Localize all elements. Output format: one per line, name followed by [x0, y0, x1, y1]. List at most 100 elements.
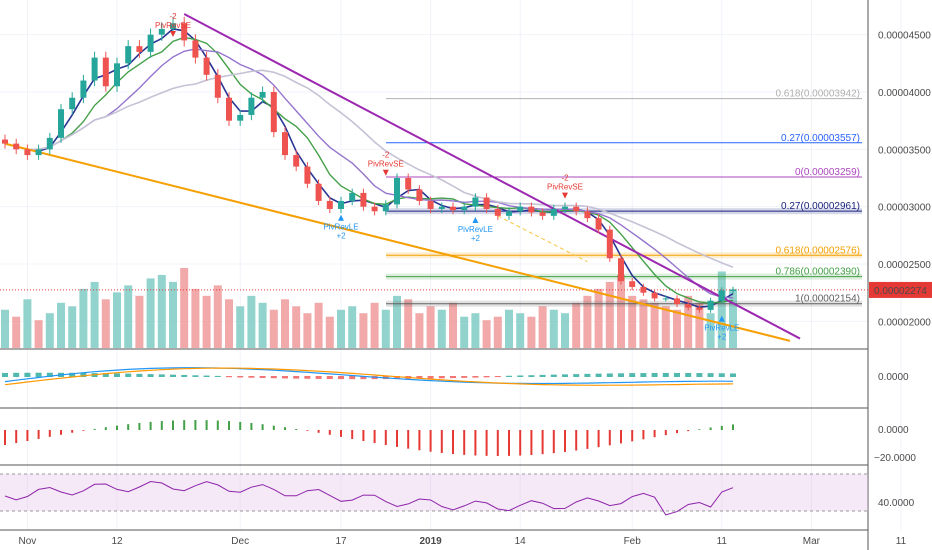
fib-level-label: 0.618(0.00003942) — [775, 89, 860, 100]
candle-body — [136, 46, 143, 52]
candle-body — [651, 292, 658, 299]
volume-bar — [258, 302, 267, 348]
volume-bar — [695, 302, 704, 348]
candle-body — [114, 63, 120, 87]
candle-body — [472, 197, 479, 207]
candle-body — [349, 192, 356, 201]
volume-bar — [583, 295, 592, 348]
time-tick-label: 11 — [896, 536, 907, 547]
macd-hist-bar — [46, 372, 53, 377]
macd-hist-bar — [483, 376, 490, 378]
volume-bar — [236, 306, 245, 348]
volume-bar — [101, 299, 110, 348]
candle-body — [181, 23, 188, 41]
time-tick-label: 17 — [335, 536, 347, 547]
volume-bar — [213, 285, 222, 348]
volume-bar — [57, 302, 65, 348]
moving-average-line — [4, 48, 734, 299]
time-tick-label: Feb — [624, 536, 642, 547]
macd-hist-bar — [472, 376, 479, 378]
macd-hist-bar — [674, 372, 680, 377]
macd-hist-bar — [293, 376, 300, 379]
volume-bars — [1, 268, 737, 348]
signal-sub-label: -2 — [382, 151, 390, 160]
volume-bar — [650, 302, 659, 348]
volume-bar — [292, 306, 301, 348]
candle-body — [125, 46, 132, 64]
candle-body — [237, 114, 244, 121]
macd-hist-bar — [136, 373, 143, 377]
macd-hist-bar — [158, 374, 165, 377]
volume-bar — [191, 288, 200, 348]
trend-lines[interactable] — [4, 13, 801, 342]
candle-body — [707, 300, 714, 310]
signal-line — [4, 367, 734, 386]
candle-body — [494, 208, 501, 216]
volume-bar — [247, 295, 256, 348]
candle-body — [461, 206, 468, 211]
candle-body — [718, 290, 725, 301]
fib-level-label: 0.786(0.00002390) — [775, 267, 860, 278]
fib-level-label: 0.27(0.00002961) — [781, 201, 860, 212]
macd-hist-bar — [394, 376, 400, 379]
signal-sub-label: +2 — [717, 333, 727, 342]
macd-hist-bar — [606, 373, 613, 377]
macd-hist-bar — [315, 376, 322, 379]
time-tick-label: 12 — [111, 536, 123, 547]
macd-hist-bar — [517, 375, 524, 377]
candle-body — [629, 281, 636, 287]
macd-hist-bar — [282, 376, 288, 379]
macd-hist-bar — [584, 373, 591, 377]
volume-bar — [12, 316, 21, 348]
signal-label: PivRevLE — [704, 324, 739, 333]
volume-bar — [717, 271, 726, 348]
macd-hist-bar — [651, 372, 658, 377]
rsi-line — [4, 480, 734, 516]
macd-hist-bar — [707, 373, 714, 377]
macd-hist-bar — [226, 376, 232, 378]
volume-bar — [202, 295, 211, 348]
fib-retracement[interactable]: 0.618(0.00003942) 0.27(0.00003557) 0(0.000… — [0, 89, 868, 307]
macd-hist-bar — [170, 374, 176, 377]
fib-level-label: 1(0.00002154) — [795, 294, 860, 305]
candle-body — [674, 298, 680, 305]
candle-body — [13, 143, 20, 150]
volume-bar — [516, 313, 525, 348]
volume-bar — [146, 278, 155, 348]
candle-body — [58, 109, 64, 138]
candle-body — [304, 166, 311, 184]
current-price-badge — [869, 281, 932, 298]
macd-hist-bar — [730, 373, 736, 377]
candle-body — [102, 57, 109, 87]
macd-hist-bar — [181, 374, 188, 377]
candles — [2, 16, 736, 313]
macd-hist-bar — [629, 373, 636, 377]
volume-bar — [493, 316, 502, 348]
candle-body — [595, 218, 602, 230]
candle-body — [483, 197, 490, 209]
histogram-pane — [4, 420, 734, 456]
volume-bar — [225, 299, 233, 348]
candle-body — [528, 206, 535, 213]
macd-hist-bar — [259, 376, 266, 378]
candle-body — [539, 212, 546, 216]
volume-bar — [1, 309, 9, 348]
arrow-down-icon — [170, 30, 176, 37]
candle-body — [203, 57, 210, 75]
arrow-down-icon — [562, 192, 568, 199]
signal-sub-label: +2 — [336, 232, 346, 241]
candle-body — [170, 23, 176, 29]
macd-hist-bar — [13, 372, 20, 377]
fib-level-label: 0.618(0.00002576) — [775, 245, 860, 256]
volume-bar — [527, 316, 536, 348]
volume-bar — [661, 306, 670, 348]
macd-hist-bar — [237, 376, 244, 378]
volume-bar — [124, 285, 133, 348]
macd-hist-bar — [203, 375, 210, 377]
macd-hist-bar — [270, 376, 277, 379]
signal-label: PivRevLE — [458, 225, 493, 234]
time-axis[interactable]: Nov 12 Dec 17 2019 14 Feb 11 Mar 11 — [19, 536, 907, 547]
price-axis[interactable]: 0.00004500 0.00004000 0.00003500 0.00003000… — [869, 31, 932, 509]
candle-body — [2, 139, 8, 144]
